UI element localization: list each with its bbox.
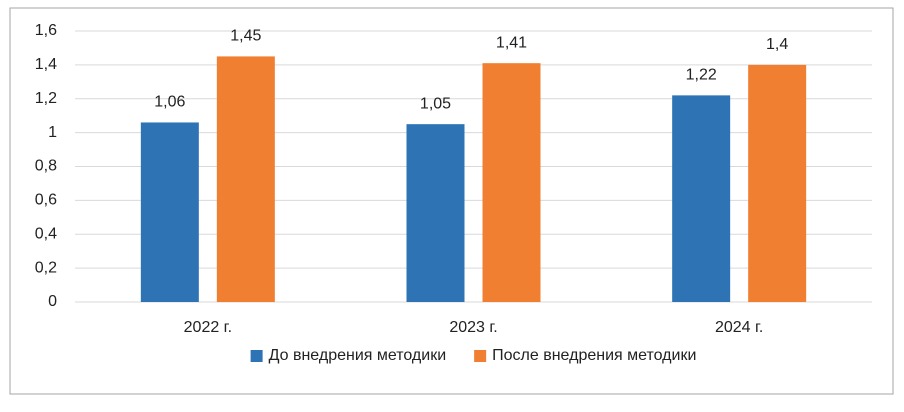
legend-swatch [250,350,263,362]
x-tick-label: 2023 г. [449,319,497,336]
y-tick-label: 1,4 [35,56,57,73]
bar [406,124,465,302]
legend-label: После внедрения методики [492,347,696,364]
y-tick-label: 0,8 [35,158,57,175]
bar [748,64,807,302]
value-label: 1,4 [766,36,788,53]
y-tick-label: 1,6 [35,22,57,39]
value-label: 1,05 [420,95,451,112]
value-label: 1,06 [154,94,185,111]
y-tick-label: 0,2 [35,259,57,276]
x-tick-label: 2022 г. [184,319,232,336]
y-tick-label: 0,6 [35,192,57,209]
legend-swatch [474,350,487,362]
bar [482,63,541,303]
bar [672,95,731,302]
bar [140,122,199,303]
value-label: 1,22 [686,67,717,84]
x-tick-label: 2024 г. [715,319,763,336]
y-tick-label: 1 [48,124,57,141]
legend-label: До внедрения методики [269,347,447,364]
y-tick-label: 1,2 [35,90,57,107]
value-label: 1,41 [496,34,527,51]
y-tick-label: 0,4 [35,225,57,242]
bar [216,56,275,302]
value-label: 1,45 [230,28,261,45]
y-tick-label: 0 [48,293,57,310]
